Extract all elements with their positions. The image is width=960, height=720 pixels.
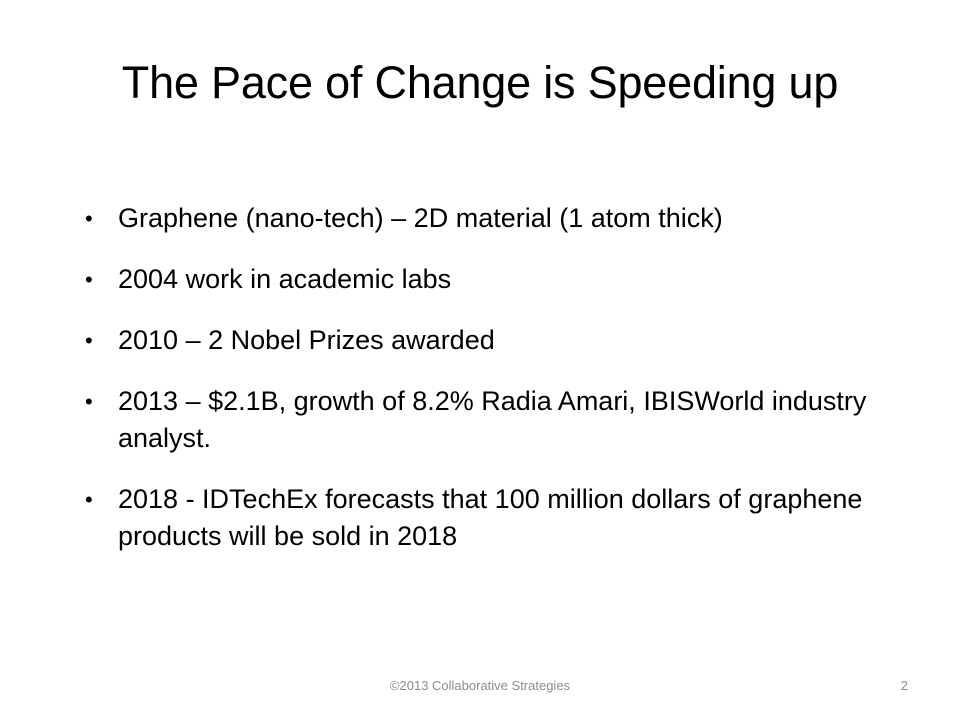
bullet-item: • 2013 – $2.1B, growth of 8.2% Radia Ama… xyxy=(85,383,875,457)
bullet-item: • 2004 work in academic labs xyxy=(85,261,875,298)
bullet-text: Graphene (nano-tech) – 2D material (1 at… xyxy=(118,203,723,233)
bullet-text: 2004 work in academic labs xyxy=(118,264,452,294)
bullet-list: • Graphene (nano-tech) – 2D material (1 … xyxy=(85,200,875,579)
page-number: 2 xyxy=(900,678,908,693)
bullet-icon: • xyxy=(85,206,93,231)
footer-copyright: ©2013 Collaborative Strategies xyxy=(389,678,571,693)
bullet-text: 2010 – 2 Nobel Prizes awarded xyxy=(118,325,495,355)
slide-footer: ©2013 Collaborative Strategies 2 xyxy=(0,678,960,698)
slide-title: The Pace of Change is Speeding up xyxy=(121,57,839,108)
bullet-icon: • xyxy=(85,328,93,353)
bullet-item: • 2010 – 2 Nobel Prizes awarded xyxy=(85,322,875,359)
bullet-icon: • xyxy=(85,487,93,512)
bullet-item: • 2018 - IDTechEx forecasts that 100 mil… xyxy=(85,481,875,555)
bullet-item: • Graphene (nano-tech) – 2D material (1 … xyxy=(85,200,875,237)
bullet-text: 2013 – $2.1B, growth of 8.2% Radia Amari… xyxy=(118,386,867,453)
bullet-text: 2018 - IDTechEx forecasts that 100 milli… xyxy=(118,484,863,551)
bullet-icon: • xyxy=(85,267,93,292)
bullet-icon: • xyxy=(85,389,93,414)
